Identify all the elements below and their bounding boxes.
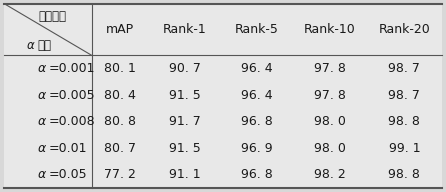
Text: 91. 1: 91. 1 (169, 168, 201, 181)
Text: =0.01: =0.01 (48, 142, 87, 155)
Text: 98. 8: 98. 8 (388, 115, 420, 128)
Text: Rank-20: Rank-20 (379, 23, 430, 36)
Text: 96. 8: 96. 8 (241, 115, 273, 128)
Text: 80. 7: 80. 7 (104, 142, 136, 155)
Text: 90. 7: 90. 7 (169, 62, 201, 75)
Text: α: α (38, 89, 46, 102)
Text: 91. 7: 91. 7 (169, 115, 201, 128)
Text: α: α (38, 62, 46, 75)
Text: 98. 7: 98. 7 (388, 89, 420, 102)
Text: 80. 4: 80. 4 (104, 89, 136, 102)
Text: mAP: mAP (106, 23, 134, 36)
Text: 77. 2: 77. 2 (104, 168, 136, 181)
Text: 80. 8: 80. 8 (104, 115, 136, 128)
Text: 96. 4: 96. 4 (241, 62, 273, 75)
Text: 取値: 取値 (37, 39, 51, 52)
Text: 98. 0: 98. 0 (314, 115, 346, 128)
Text: Rank-1: Rank-1 (163, 23, 206, 36)
Text: α: α (38, 168, 46, 181)
Text: 97. 8: 97. 8 (314, 89, 346, 102)
Text: =0.005: =0.005 (48, 89, 95, 102)
Text: α: α (38, 142, 46, 155)
Text: Rank-10: Rank-10 (304, 23, 356, 36)
Text: α: α (27, 39, 35, 52)
Text: α: α (38, 115, 46, 128)
Text: 98. 7: 98. 7 (388, 62, 420, 75)
Text: 91. 5: 91. 5 (169, 142, 201, 155)
Text: 91. 5: 91. 5 (169, 89, 201, 102)
Text: 评价指标: 评价指标 (39, 10, 66, 23)
Text: =0.008: =0.008 (48, 115, 95, 128)
Text: 97. 8: 97. 8 (314, 62, 346, 75)
Text: 99. 1: 99. 1 (388, 142, 420, 155)
Text: 96. 9: 96. 9 (241, 142, 273, 155)
Text: =0.05: =0.05 (48, 168, 87, 181)
Text: 98. 2: 98. 2 (314, 168, 346, 181)
Text: 80. 1: 80. 1 (104, 62, 136, 75)
Text: 96. 4: 96. 4 (241, 89, 273, 102)
Text: 98. 8: 98. 8 (388, 168, 420, 181)
Text: =0.001: =0.001 (48, 62, 95, 75)
Text: Rank-5: Rank-5 (235, 23, 279, 36)
Text: 98. 0: 98. 0 (314, 142, 346, 155)
Text: 96. 8: 96. 8 (241, 168, 273, 181)
